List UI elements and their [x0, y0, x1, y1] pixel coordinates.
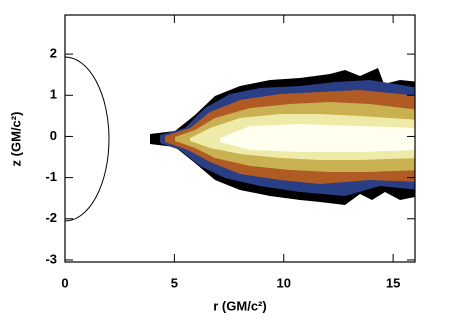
horizon-curve [64, 56, 110, 222]
density-image [150, 68, 415, 205]
y-tick-label: -3 [45, 251, 57, 266]
x-tick-label: 5 [171, 275, 178, 290]
x-tick-label: 0 [61, 275, 68, 290]
x-tick-label: 10 [277, 275, 291, 290]
x-axis-label: r (GM/c²) [213, 298, 266, 313]
y-tick-label: 0 [50, 128, 57, 143]
y-tick-label: -2 [45, 210, 57, 225]
y-tick-label: 1 [50, 87, 57, 102]
plot-frame [64, 14, 416, 263]
y-axis-label: z (GM/c²) [8, 112, 23, 167]
contour-core [220, 124, 415, 152]
x-tick-label: 15 [386, 275, 400, 290]
y-tick-label: -1 [45, 169, 57, 184]
y-tick-label: 2 [50, 46, 57, 61]
